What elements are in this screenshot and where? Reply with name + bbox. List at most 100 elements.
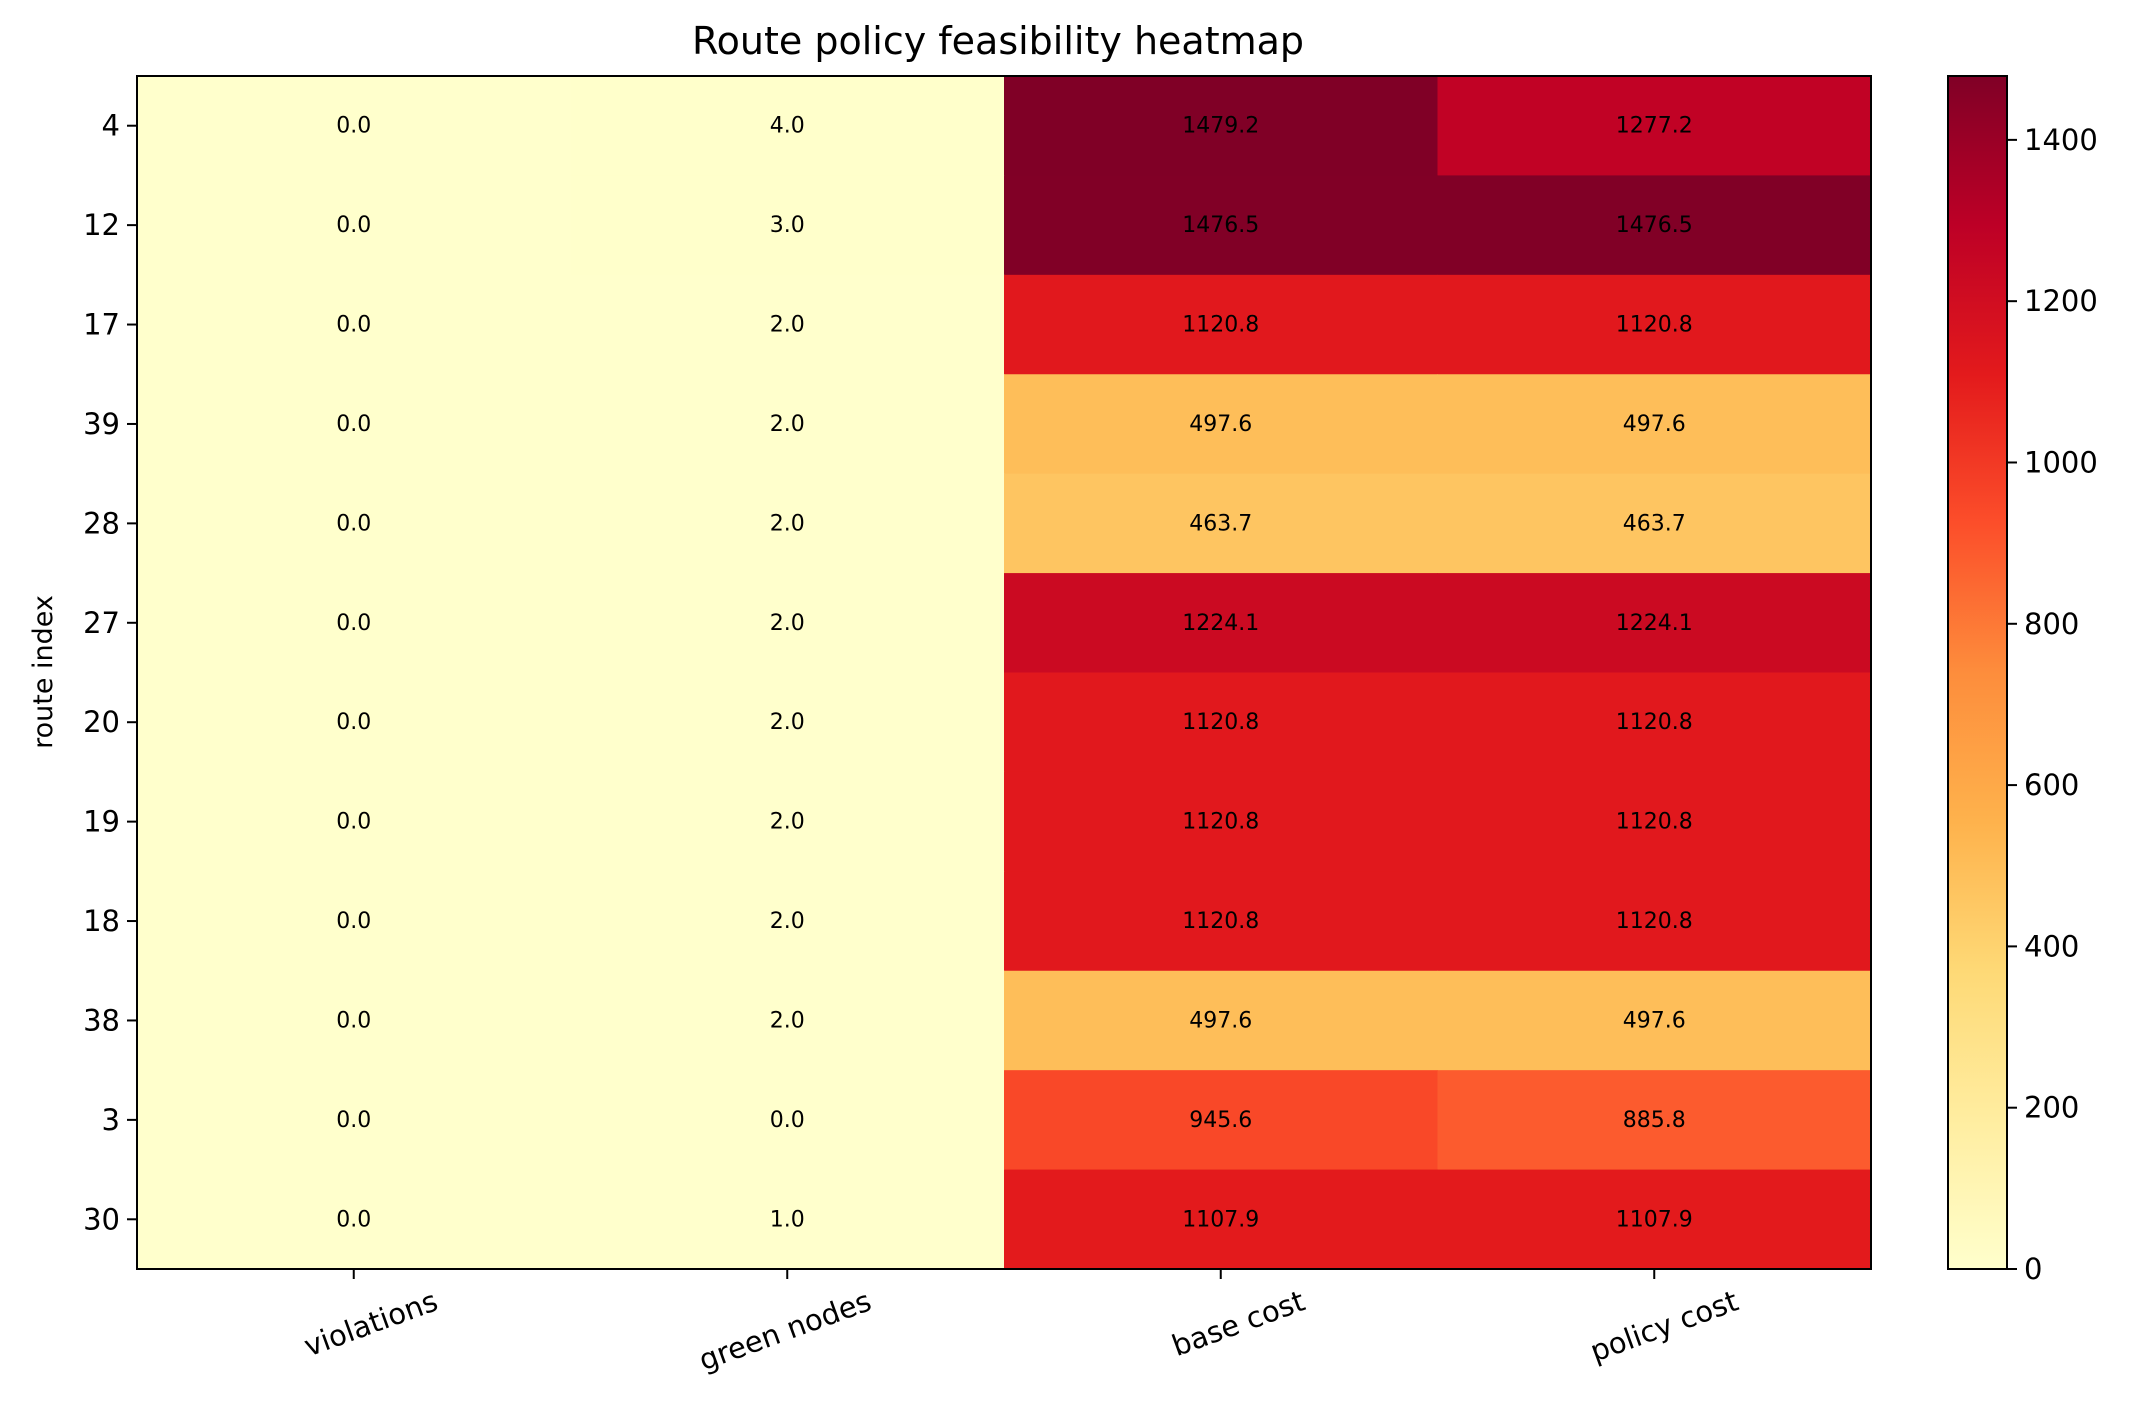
heatmap-cell [570,374,1005,475]
heatmap-cell [570,76,1005,176]
heatmap-cell [570,871,1005,972]
cell-value-label: 1479.2 [1182,114,1259,139]
heatmap-cell [1004,573,1438,673]
x-tick-label: green nodes [694,1284,875,1378]
heatmap-cell [570,1070,1005,1171]
colorbar-tick-label: 1400 [2024,123,2098,157]
cell-value-label: 0.0 [336,1207,371,1232]
cell-value-label: 2.0 [770,909,805,934]
colorbar: 0 200 400 600 800 1000 1200 1400 [1947,75,2098,1286]
y-tick-label: 28 [83,506,120,540]
y-tick-label: 20 [83,705,120,739]
heatmap-cell [1437,672,1872,773]
heatmap-cell [1004,871,1438,972]
y-axis: 4 12 17 39 28 27 20 19 18 38 3 30 [83,109,137,1236]
heatmap-cells [137,76,1872,1270]
cell-value-label: 1476.5 [1182,213,1259,238]
cell-value-label: 2.0 [770,611,805,636]
heatmap-cell [137,1169,571,1270]
heatmap-cell [1437,573,1872,673]
cell-value-label: 497.6 [1623,412,1686,437]
heatmap-cell [1004,970,1438,1071]
plot-frame [136,75,1872,1270]
cell-value-label: 0.0 [336,810,371,835]
cell-value-label: 463.7 [1623,511,1686,536]
heatmap-cell [1004,175,1438,276]
heatmap-cell [137,76,571,176]
y-tick-label: 30 [83,1202,120,1236]
heatmap-cell [570,771,1005,872]
cell-value-label: 1107.9 [1616,1207,1693,1232]
heatmap-cell [1004,76,1438,176]
y-tick-label: 4 [102,109,120,143]
y-tick-label: 12 [83,208,120,242]
heatmap-cell [1004,374,1438,475]
cell-value-label: 0.0 [336,1008,371,1033]
heatmap-cell [137,274,571,375]
colorbar-tick-label: 1000 [2024,445,2098,479]
heatmap-cell [1004,1070,1438,1171]
cell-value-label: 1120.8 [1182,909,1259,934]
colorbar-tick-label: 800 [2024,607,2079,641]
x-tick-label: policy cost [1586,1284,1743,1369]
heatmap-cell-labels: 0.0 4.0 1479.2 1277.2 0.0 3.0 1476.5 1476.5 0.0 2… [336,114,1692,1233]
x-tick-label: base cost [1167,1284,1309,1363]
cell-value-label: 885.8 [1623,1108,1686,1133]
cell-value-label: 0.0 [336,114,371,139]
cell-value-label: 0.0 [336,511,371,536]
heatmap-cell [570,1169,1005,1270]
heatmap-cell [1004,1169,1438,1270]
heatmap-cell [570,573,1005,673]
heatmap-cell [137,473,571,574]
cell-value-label: 0.0 [336,611,371,636]
cell-value-label: 2.0 [770,412,805,437]
cell-value-label: 0.0 [336,412,371,437]
heatmap-cell [137,672,571,773]
x-tick-label: violations [299,1284,442,1364]
heatmap-cell [1437,871,1872,972]
colorbar-tick-label: 200 [2024,1091,2079,1125]
cell-value-label: 2.0 [770,710,805,735]
colorbar-tick-label: 600 [2024,768,2079,802]
heatmap-cell [1437,175,1872,276]
colorbar-tick-label: 1200 [2024,284,2098,318]
heatmap-cell [570,473,1005,574]
cell-value-label: 0.0 [336,710,371,735]
colorbar-tick-label: 400 [2024,929,2079,963]
heatmap-cell [137,175,571,276]
cell-value-label: 945.6 [1189,1108,1252,1133]
cell-value-label: 1120.8 [1182,313,1259,338]
heatmap-cell [1437,274,1872,375]
heatmap-cell [1437,1070,1872,1171]
x-axis: violations green nodes base cost policy cos… [299,1269,1743,1378]
cell-value-label: 1224.1 [1182,611,1259,636]
colorbar-tick-label: 0 [2024,1252,2042,1286]
chart-title: Route policy feasibility heatmap [692,19,1304,63]
heatmap-cell [570,274,1005,375]
heatmap-cell [137,573,571,673]
cell-value-label: 0.0 [336,213,371,238]
cell-value-label: 1120.8 [1182,710,1259,735]
heatmap-cell [1004,473,1438,574]
y-tick-label: 17 [83,308,120,342]
y-tick-label: 18 [83,904,120,938]
heatmap-cell [1437,374,1872,475]
cell-value-label: 2.0 [770,511,805,536]
cell-value-label: 2.0 [770,313,805,338]
heatmap-cell [1437,1169,1872,1270]
heatmap-cell [137,871,571,972]
heatmap-cell [137,374,571,475]
cell-value-label: 0.0 [336,313,371,338]
cell-value-label: 1120.8 [1616,710,1693,735]
y-tick-label: 27 [83,606,120,640]
y-tick-label: 38 [83,1003,120,1037]
heatmap-cell [570,175,1005,276]
cell-value-label: 2.0 [770,810,805,835]
cell-value-label: 0.0 [336,1108,371,1133]
cell-value-label: 2.0 [770,1008,805,1033]
heatmap-cell [570,970,1005,1071]
cell-value-label: 497.6 [1189,1008,1252,1033]
heatmap-cell [1004,672,1438,773]
colorbar-gradient [1947,75,2008,1270]
cell-value-label: 497.6 [1189,412,1252,437]
